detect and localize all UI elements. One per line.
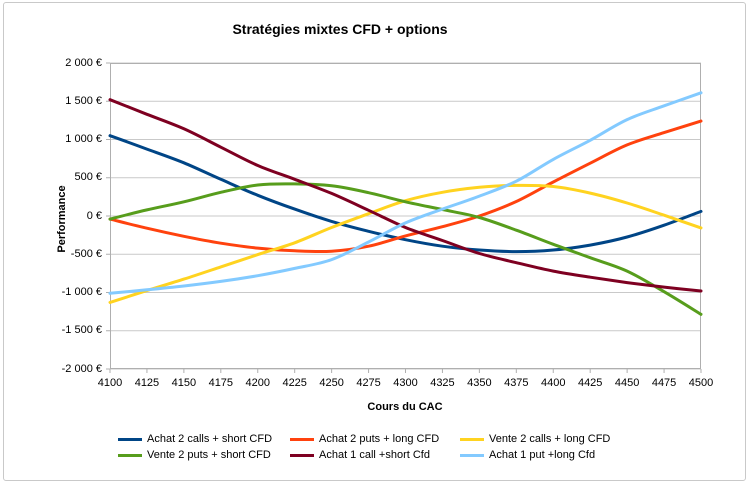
legend-item-achat-1-put-long-cfd: Achat 1 put +long Cfd <box>460 448 595 462</box>
y-tick-label: -2 000 € <box>61 362 102 375</box>
y-tick-label: 500 € <box>74 171 102 184</box>
chart-frame: Stratégies mixtes CFD + options Performa… <box>3 2 746 481</box>
series-line-achat-2-calls-short-cfd <box>108 134 703 254</box>
series-line-achat-1-put-long-cfd <box>108 91 703 295</box>
y-tick-label: -1 500 € <box>61 324 102 337</box>
legend-item-vente-2-calls-long-cfd: Vente 2 calls + long CFD <box>460 432 610 446</box>
series-line-vente-2-puts-short-cfd <box>108 182 703 316</box>
x-tick-label: 4250 <box>319 377 344 389</box>
legend-label: Vente 2 calls + long CFD <box>489 433 611 445</box>
legend-item-vente-2-puts-short-cfd: Vente 2 puts + short CFD <box>118 448 271 462</box>
legend-label: Achat 1 call +short Cfd <box>319 449 430 461</box>
legend-label: Achat 2 puts + long CFD <box>319 433 440 445</box>
legend-line-swatch <box>118 453 142 457</box>
legend-label: Achat 1 put +long Cfd <box>489 449 596 461</box>
plot-border <box>110 63 701 369</box>
x-tick-label: 4400 <box>541 377 566 389</box>
legend-label: Achat 2 calls + short CFD <box>147 433 273 445</box>
legend-line-swatch <box>118 437 142 441</box>
plot-area <box>106 62 703 373</box>
x-tick-label: 4100 <box>97 377 123 389</box>
x-tick-label: 4475 <box>651 377 677 389</box>
x-axis-title: Cours du CAC <box>367 401 443 413</box>
y-tick-label: 2 000 € <box>65 56 102 69</box>
legend-line-swatch <box>460 453 484 457</box>
series-line-achat-1-call-short-cfd <box>108 98 703 293</box>
legend-item-achat-2-puts-long-cfd: Achat 2 puts + long CFD <box>290 432 439 446</box>
legend-item-achat-2-calls-short-cfd: Achat 2 calls + short CFD <box>118 432 272 446</box>
legend-line-swatch <box>460 437 484 441</box>
x-tick-label: 4425 <box>577 377 603 389</box>
legend-item-achat-1-call-short-cfd: Achat 1 call +short Cfd <box>290 448 430 462</box>
legend-label: Vente 2 puts + short CFD <box>147 449 271 461</box>
x-tick-label: 4200 <box>245 377 270 389</box>
legend-line-swatch <box>290 437 314 441</box>
x-tick-label: 4500 <box>688 377 714 389</box>
x-tick-label: 4225 <box>282 377 307 389</box>
y-tick-label: 0 € <box>86 209 102 222</box>
y-tick-label: -500 € <box>70 247 102 260</box>
series-line-achat-2-puts-long-cfd <box>108 119 703 254</box>
x-tick-label: 4375 <box>504 377 529 389</box>
y-tick-label: 1 500 € <box>65 94 102 107</box>
x-tick-label: 4275 <box>356 377 381 389</box>
y-tick-label: 1 000 € <box>65 133 102 145</box>
y-tick-label: -1 000 € <box>61 286 102 298</box>
x-tick-label: 4150 <box>171 377 197 389</box>
legend-line-swatch <box>290 453 314 457</box>
x-tick-label: 4350 <box>467 377 492 389</box>
x-tick-label: 4125 <box>134 377 160 389</box>
x-tick-label: 4175 <box>208 377 234 389</box>
x-tick-label: 4450 <box>614 377 640 389</box>
x-tick-label: 4300 <box>393 377 418 389</box>
chart-title: Stratégies mixtes CFD + options <box>232 21 448 37</box>
x-tick-label: 4325 <box>430 377 455 389</box>
